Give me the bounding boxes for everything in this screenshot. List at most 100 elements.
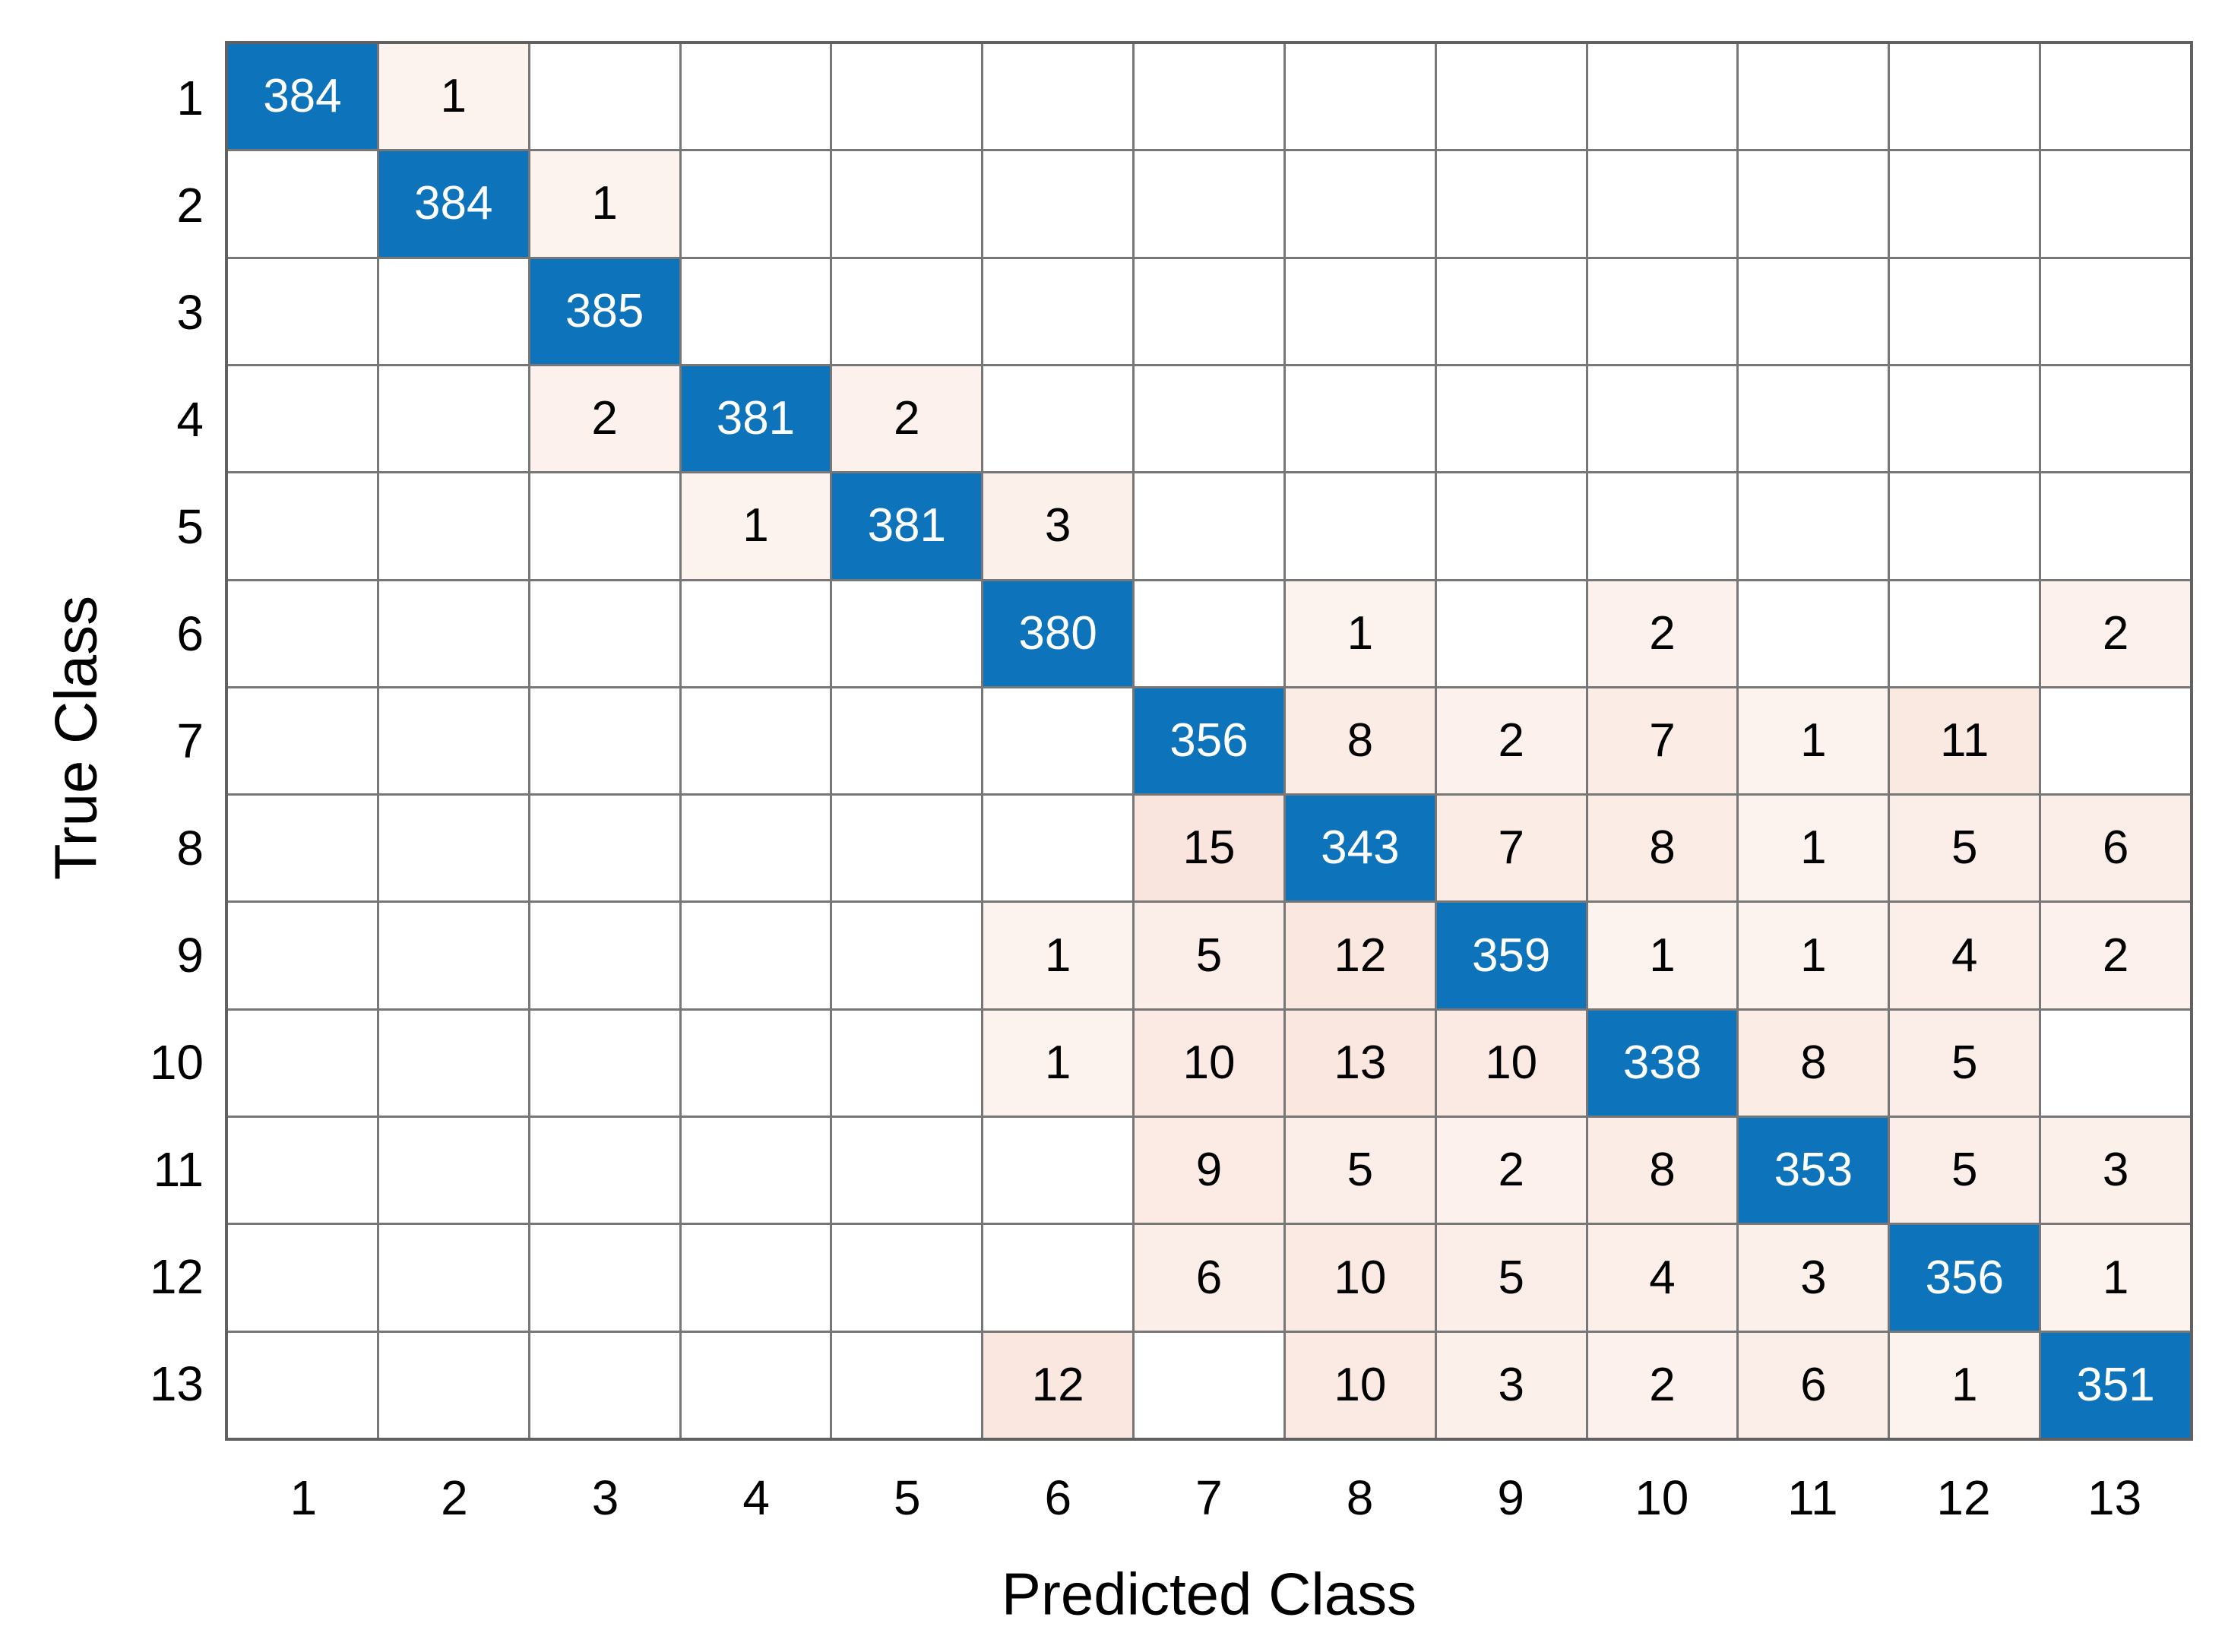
matrix-cell	[681, 44, 831, 150]
matrix-cell: 343	[1285, 796, 1435, 901]
matrix-cell: 7	[1587, 688, 1737, 794]
matrix-cell	[681, 903, 831, 1008]
matrix-cell	[832, 44, 982, 150]
matrix-cell	[1135, 44, 1283, 150]
x-tick-label: 8	[1346, 1470, 1374, 1525]
y-tick-label: 3	[176, 284, 204, 340]
matrix-cell	[832, 1010, 982, 1116]
matrix-cell	[1739, 258, 1888, 364]
matrix-cell	[681, 1332, 831, 1438]
matrix-cell	[378, 1010, 528, 1116]
matrix-cell	[530, 473, 679, 579]
matrix-cell	[983, 1118, 1133, 1223]
matrix-cell	[378, 1118, 528, 1223]
matrix-cell	[530, 1010, 679, 1116]
matrix-cell: 356	[1890, 1225, 2040, 1331]
matrix-cell: 5	[1890, 1118, 2040, 1223]
matrix-cell: 10	[1285, 1225, 1435, 1331]
y-tick-label: 10	[149, 1035, 204, 1090]
matrix-cell	[1436, 258, 1586, 364]
matrix-cell	[832, 581, 982, 686]
y-tick-label: 2	[176, 177, 204, 233]
matrix-cell: 3	[1739, 1225, 1888, 1331]
matrix-cell	[1739, 581, 1888, 686]
matrix-cell	[228, 796, 377, 901]
matrix-cell	[832, 688, 982, 794]
matrix-cell	[228, 366, 377, 472]
matrix-cell	[228, 1332, 377, 1438]
matrix-cell	[832, 151, 982, 257]
matrix-cell	[1135, 473, 1283, 579]
matrix-cell	[1135, 151, 1283, 257]
matrix-cell: 12	[983, 1332, 1133, 1438]
matrix-cell	[832, 1332, 982, 1438]
matrix-cell: 6	[1135, 1225, 1283, 1331]
matrix-cell	[2041, 44, 2190, 150]
matrix-cell	[1285, 366, 1435, 472]
matrix-cell: 5	[1436, 1225, 1586, 1331]
x-tick-label: 12	[1936, 1470, 1991, 1525]
matrix-cell	[983, 1225, 1133, 1331]
matrix-cell: 380	[983, 581, 1133, 686]
x-tick-label: 13	[2087, 1470, 2142, 1525]
matrix-cell	[1436, 473, 1586, 579]
y-tick-label: 1	[176, 70, 204, 125]
matrix-cell	[681, 151, 831, 257]
y-tick-label: 12	[149, 1249, 204, 1305]
matrix-cell: 2	[1436, 688, 1586, 794]
matrix-cell: 1	[983, 903, 1133, 1008]
matrix-cell	[1739, 366, 1888, 472]
matrix-cell	[378, 688, 528, 794]
matrix-cell: 2	[1587, 1332, 1737, 1438]
matrix-cell	[1739, 473, 1888, 579]
matrix-cell: 7	[1436, 796, 1586, 901]
matrix-cell: 4	[1587, 1225, 1737, 1331]
matrix-cell: 1	[530, 151, 679, 257]
matrix-cell: 3	[983, 473, 1133, 579]
matrix-cell	[530, 581, 679, 686]
matrix-cell	[1587, 473, 1737, 579]
matrix-cell: 6	[2041, 796, 2190, 901]
matrix-cell	[681, 688, 831, 794]
x-tick-label: 2	[441, 1470, 468, 1525]
y-tick-label: 13	[149, 1356, 204, 1412]
matrix-cell	[983, 366, 1133, 472]
matrix-cell	[1135, 366, 1283, 472]
matrix-cell	[1135, 258, 1283, 364]
matrix-cell: 8	[1587, 1118, 1737, 1223]
matrix-cell: 5	[1285, 1118, 1435, 1223]
matrix-cell: 353	[1739, 1118, 1888, 1223]
matrix-cell	[1135, 1332, 1283, 1438]
matrix-cell	[378, 1332, 528, 1438]
matrix-cell	[1890, 581, 2040, 686]
matrix-cell	[2041, 151, 2190, 257]
matrix-cell	[681, 258, 831, 364]
matrix-cell: 338	[1587, 1010, 1737, 1116]
matrix-cell	[1890, 366, 2040, 472]
matrix-cell: 1	[1739, 903, 1888, 1008]
matrix-cell	[681, 1118, 831, 1223]
matrix-cell	[1436, 44, 1586, 150]
matrix-cell	[1739, 151, 1888, 257]
y-tick-label: 4	[176, 391, 204, 447]
matrix-cell	[228, 581, 377, 686]
matrix-cell	[228, 473, 377, 579]
matrix-cell: 359	[1436, 903, 1586, 1008]
matrix-cell	[1436, 581, 1586, 686]
matrix-cell: 351	[2041, 1332, 2190, 1438]
x-axis-title: Predicted Class	[1001, 1560, 1417, 1628]
matrix-cell: 5	[1890, 1010, 2040, 1116]
matrix-cell	[1890, 473, 2040, 579]
matrix-cell: 10	[1135, 1010, 1283, 1116]
matrix-cell	[1285, 44, 1435, 150]
x-tick-label: 4	[742, 1470, 770, 1525]
y-tick-label: 5	[176, 498, 204, 554]
matrix-cell	[378, 1225, 528, 1331]
matrix-cell	[1587, 44, 1737, 150]
matrix-cell: 1	[378, 44, 528, 150]
matrix-cell	[1890, 151, 2040, 257]
matrix-cell: 8	[1587, 796, 1737, 901]
matrix-cell	[228, 1118, 377, 1223]
y-tick-label: 7	[176, 714, 204, 768]
